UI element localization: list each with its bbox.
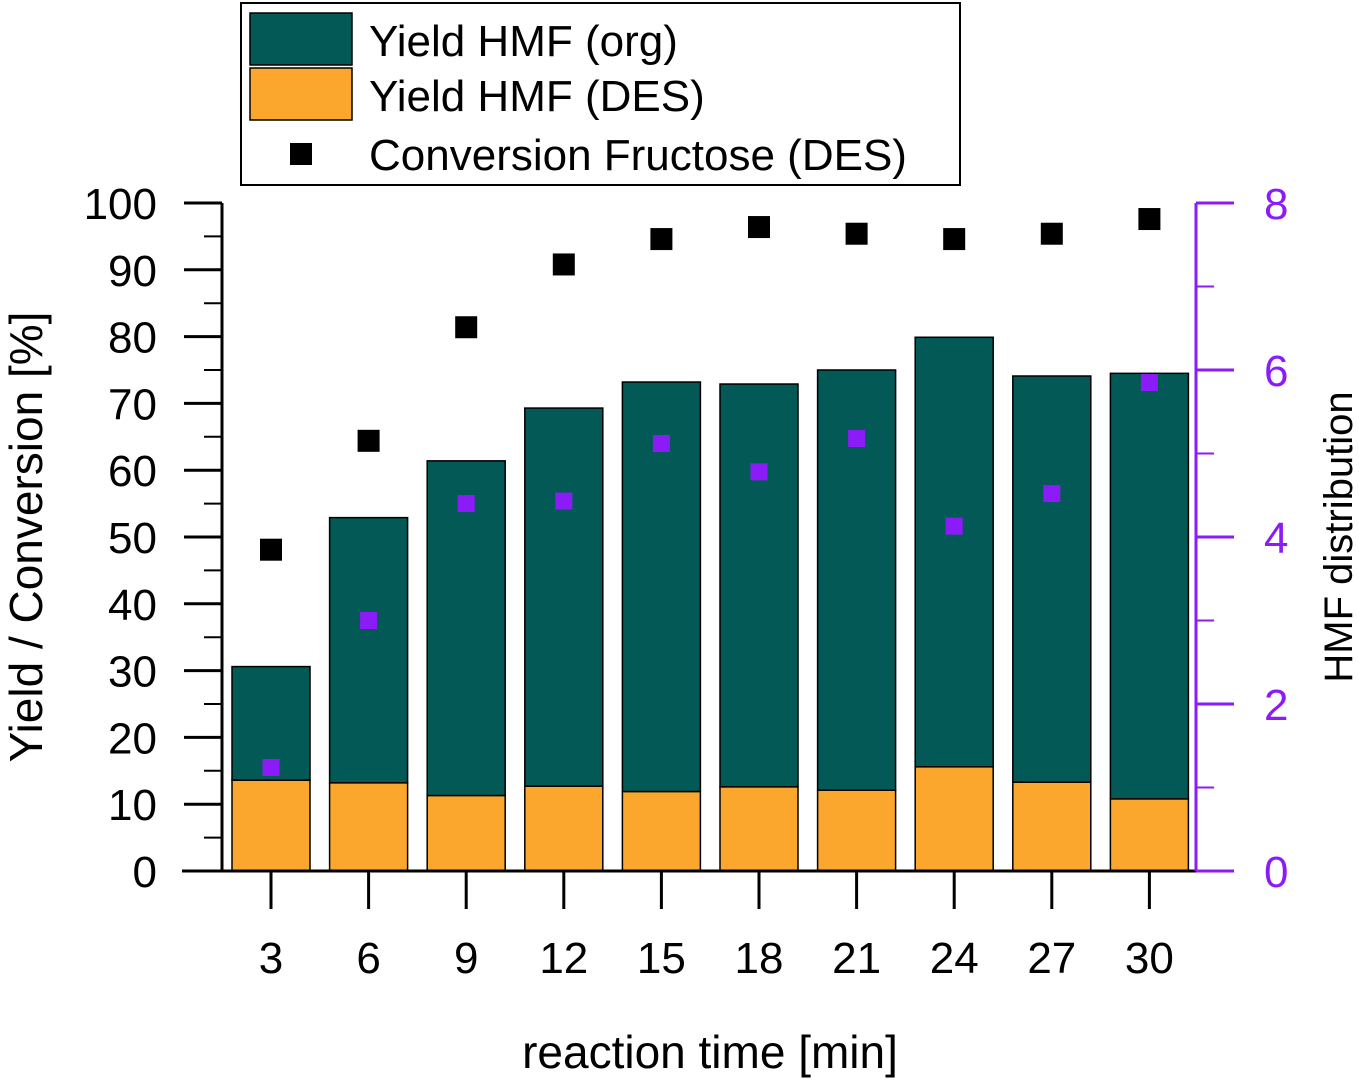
hmf-distribution-point-21: [848, 429, 866, 447]
bar-des-6: [328, 782, 409, 872]
y2-tick-label-4: 4: [1264, 514, 1288, 563]
conversion-point-15: [650, 228, 673, 251]
bar-org-24: [914, 336, 994, 768]
x-tick-label-9: 9: [454, 934, 478, 983]
conversion-point-27: [1040, 222, 1063, 245]
conversion-point-30: [1138, 208, 1161, 231]
x-tick-label-18: 18: [735, 934, 784, 983]
bar-des-24: [914, 766, 994, 872]
y-tick-label-40: 40: [108, 581, 157, 630]
legend-label-0: Yield HMF (org): [369, 17, 678, 66]
hmf-distribution-point-18: [750, 463, 768, 481]
bar-org-9: [426, 460, 506, 797]
y2-axis-label: HMF distribution: [1317, 391, 1359, 682]
legend-box: [240, 2, 961, 186]
conversion-point-3: [260, 538, 282, 561]
y2-tick-label-6: 6: [1264, 347, 1288, 396]
bar-des-27: [1012, 781, 1092, 872]
bar-des-21: [816, 789, 897, 872]
hmf-distribution-point-15: [652, 434, 670, 452]
bar-des-15: [621, 790, 702, 872]
legend-marker-2: [290, 143, 312, 165]
hmf-distribution-point-6: [360, 612, 378, 629]
y-tick-label-70: 70: [108, 380, 157, 429]
bar-des-18: [719, 786, 799, 872]
hmf-distribution-point-3: [262, 758, 280, 776]
y-tick-label-20: 20: [108, 714, 157, 763]
hmf-distribution-point-9: [457, 495, 475, 513]
bar-des-3: [231, 779, 311, 872]
conversion-point-21: [845, 222, 868, 245]
conversion-point-6: [357, 429, 380, 452]
legend-label-1: Yield HMF (DES): [369, 72, 705, 121]
bar-org-30: [1109, 372, 1190, 800]
legend-label-2: Conversion Fructose (DES): [369, 131, 907, 180]
y-tick-label-0: 0: [133, 848, 157, 897]
x-tick-label-15: 15: [637, 934, 686, 983]
legend-swatch-1: [249, 67, 353, 121]
y-tick-label-80: 80: [108, 314, 157, 363]
bar-org-18: [719, 383, 799, 788]
hmf-distribution-point-27: [1043, 485, 1061, 503]
y2-tick-label-0: 0: [1264, 848, 1288, 897]
hmf-distribution-point-12: [555, 492, 573, 510]
bar-des-12: [524, 785, 604, 872]
bar-des-30: [1109, 798, 1190, 872]
x-tick-label-21: 21: [832, 934, 881, 983]
x-tick-label-30: 30: [1125, 934, 1174, 983]
y-tick-label-100: 100: [84, 180, 157, 229]
y-tick-label-90: 90: [108, 247, 157, 296]
x-tick-label-12: 12: [539, 934, 588, 983]
bar-org-12: [524, 407, 604, 787]
bar-org-27: [1012, 375, 1092, 783]
conversion-point-18: [748, 216, 770, 239]
bar-des-9: [426, 794, 506, 872]
x-tick-label-3: 3: [259, 934, 283, 983]
y-tick-label-50: 50: [108, 514, 157, 563]
markers-layer: [260, 208, 1161, 776]
legend: Yield HMF (org) Yield HMF (DES) Conversion…: [240, 2, 961, 186]
x-tick-label-27: 27: [1027, 934, 1076, 983]
x-tick-label-24: 24: [930, 934, 979, 983]
legend-swatch-0: [249, 12, 353, 66]
y2-tick-label-2: 2: [1264, 681, 1288, 730]
bars-layer: [231, 336, 1190, 872]
x-axis-label: reaction time [min]: [522, 1026, 898, 1078]
y-tick-label-10: 10: [108, 781, 157, 830]
x-tick-label-6: 6: [356, 934, 380, 983]
conversion-point-9: [455, 316, 478, 339]
y2-tick-label-8: 8: [1264, 180, 1288, 229]
bar-org-6: [328, 516, 409, 784]
hmf-distribution-point-24: [945, 517, 963, 535]
y-axis-label: Yield / Conversion [%]: [0, 312, 52, 763]
y-tick-label-30: 30: [108, 648, 157, 697]
conversion-point-12: [552, 253, 575, 276]
hmf-distribution-point-30: [1140, 374, 1158, 392]
y-tick-label-60: 60: [108, 447, 157, 496]
conversion-point-24: [943, 228, 966, 251]
